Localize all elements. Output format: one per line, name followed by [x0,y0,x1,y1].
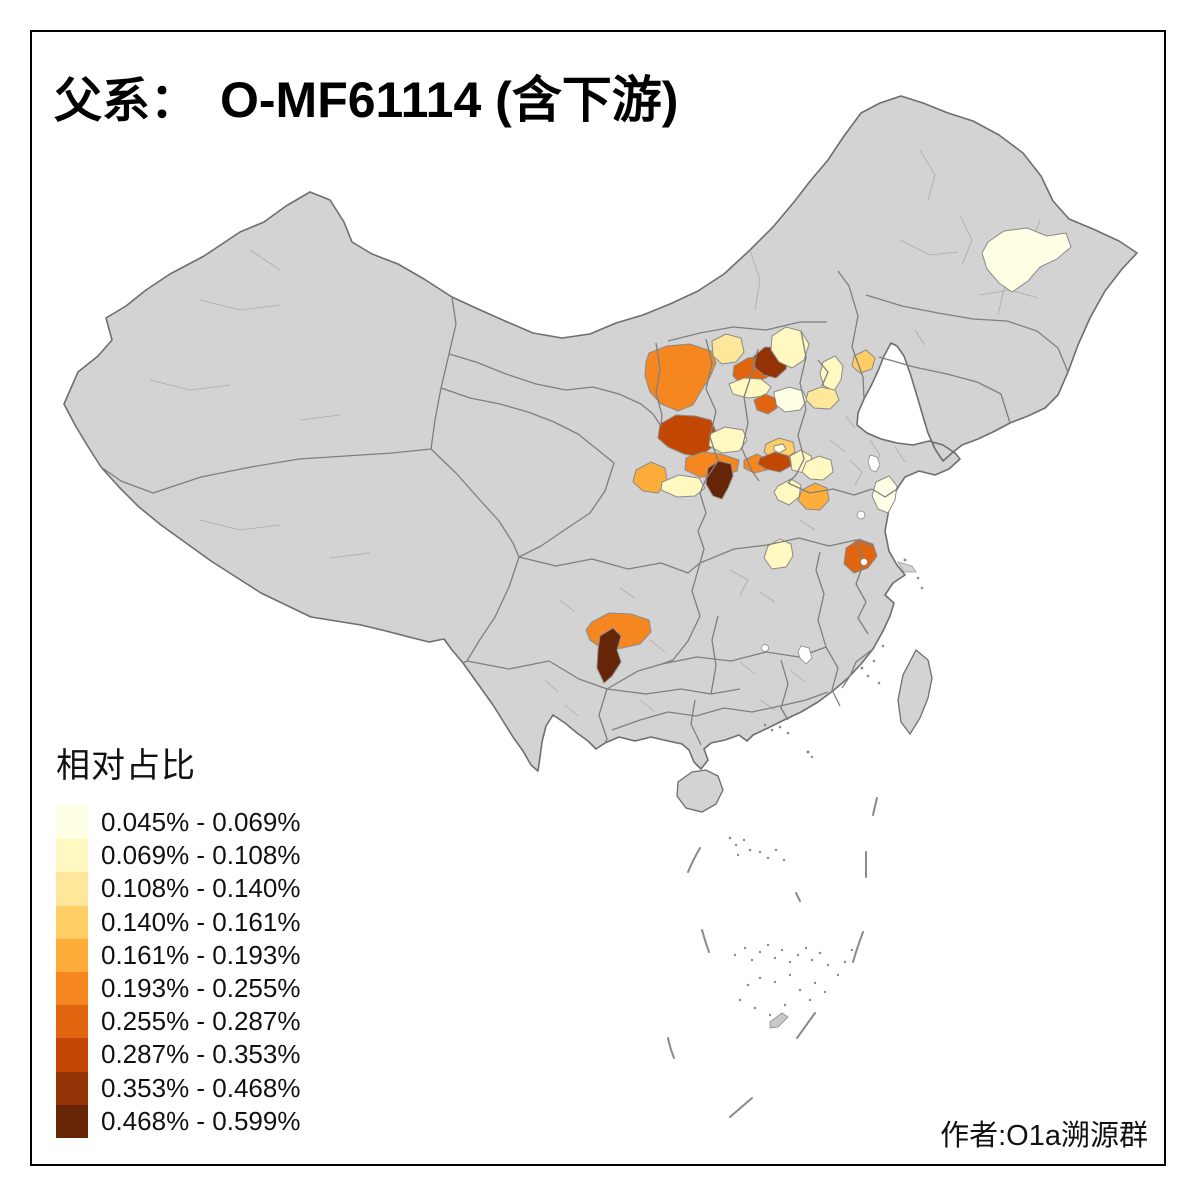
legend-label: 0.140% - 0.161% [101,906,301,937]
legend-row: 0.287% - 0.353% [56,1038,301,1072]
legend-row: 0.255% - 0.287% [56,1005,301,1039]
map-region [770,326,810,369]
legend-swatch [56,971,88,1006]
page-title: 父系： O-MF61114 (含下游) [54,60,678,132]
legend-swatch [56,1071,88,1105]
legend-swatch [56,806,88,840]
map-region [805,386,840,410]
legend-label: 0.069% - 0.108% [101,840,301,871]
map-region [596,627,622,684]
legend-row: 0.045% - 0.069% [56,806,301,840]
legend-label: 0.045% - 0.069% [101,807,301,838]
map-region [753,393,778,415]
legend-rows: 0.045% - 0.069% 0.069% - 0.108% 0.108% -… [56,806,300,1138]
lakes [761,454,881,665]
title-main: O-MF61114 (含下游) [220,72,679,128]
legend-label: 0.353% - 0.468% [101,1072,301,1103]
map-region [843,538,878,574]
legend-swatch [56,1005,88,1039]
map-region [801,455,834,481]
map-region [644,343,717,412]
legend-row: 0.140% - 0.161% [56,905,301,939]
map-region [797,482,830,511]
legend-row: 0.161% - 0.193% [56,938,301,972]
legend-label: 0.255% - 0.287% [101,1006,301,1037]
legend-row: 0.108% - 0.140% [56,872,301,906]
legend-swatch [56,905,88,939]
china-mainland-outline [63,95,1138,772]
map-region [728,377,772,399]
legend-swatch [56,938,88,972]
map-region [657,414,718,458]
legend-label: 0.468% - 0.599% [101,1105,301,1136]
legend-label: 0.108% - 0.140% [101,873,301,904]
legend-label: 0.161% - 0.193% [101,939,301,970]
legend-row: 0.193% - 0.255% [56,971,301,1006]
map-region [871,475,898,514]
legend-row: 0.468% - 0.599% [56,1104,301,1138]
map-region [763,538,794,570]
legend-title: 相对占比 [56,747,196,785]
attribution-text: 作者:O1a溯源群 [940,1120,1148,1152]
legend-label: 0.193% - 0.255% [101,973,301,1004]
legend-row: 0.069% - 0.108% [56,839,301,873]
map-region [851,349,876,374]
colored-regions [585,227,1072,684]
map-region [705,460,734,500]
map-region [773,443,787,454]
legend-swatch [56,1038,88,1072]
map-region [819,355,844,392]
legend-label: 0.287% - 0.353% [101,1039,301,1070]
legend-swatch [56,872,88,906]
title-prefix: 父系： [54,75,199,128]
small-islands [728,558,924,1029]
legend-swatch [56,839,88,873]
legend-row: 0.353% - 0.468% [56,1071,301,1105]
taiwan-island [897,648,933,736]
hainan-island [676,769,724,813]
map-region [711,333,745,365]
map-region [981,227,1072,293]
legend-swatch [56,1104,88,1138]
legend: 相对占比 0.045% - 0.069% 0.069% - 0.108% 0.1… [56,749,300,1138]
province-borders [100,270,1069,746]
nine-dash-line [667,797,878,1118]
map-region [757,451,792,473]
